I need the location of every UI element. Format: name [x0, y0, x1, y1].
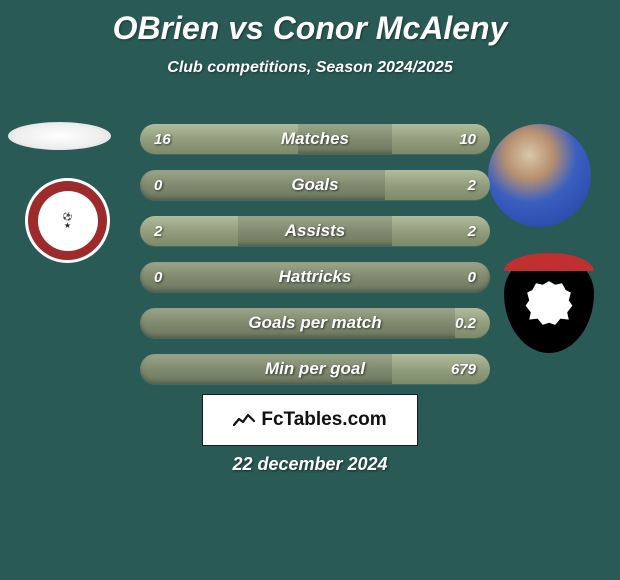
stat-label: Assists [140, 216, 490, 246]
club-crest-left: ⚽★ [20, 178, 120, 263]
lion-icon [523, 277, 575, 329]
player-photo-right [488, 124, 591, 227]
crest-center-icon: ⚽★ [38, 191, 98, 251]
stat-bar: 0.2Goals per match [140, 308, 490, 338]
club-crest-right [498, 252, 600, 354]
watermark: FcTables.com [202, 394, 418, 446]
page-title: OBrien vs Conor McAleny [0, 0, 620, 47]
subtitle: Club competitions, Season 2024/2025 [0, 59, 620, 77]
stat-bar: 679Min per goal [140, 354, 490, 384]
stat-bar: 22Assists [140, 216, 490, 246]
stat-bar: 1610Matches [140, 124, 490, 154]
stats-list: 1610Matches 02Goals 22Assists 00Hattricks 0.… [140, 124, 490, 400]
watermark-chart-icon [233, 411, 255, 429]
stat-label: Goals [140, 170, 490, 200]
watermark-text: FcTables.com [261, 409, 386, 431]
stat-bar: 02Goals [140, 170, 490, 200]
stat-label: Min per goal [140, 354, 490, 384]
player-photo-left [8, 122, 111, 150]
stat-label: Matches [140, 124, 490, 154]
stat-label: Goals per match [140, 308, 490, 338]
date-text: 22 december 2024 [0, 454, 620, 475]
stat-bar: 00Hattricks [140, 262, 490, 292]
stat-label: Hattricks [140, 262, 490, 292]
